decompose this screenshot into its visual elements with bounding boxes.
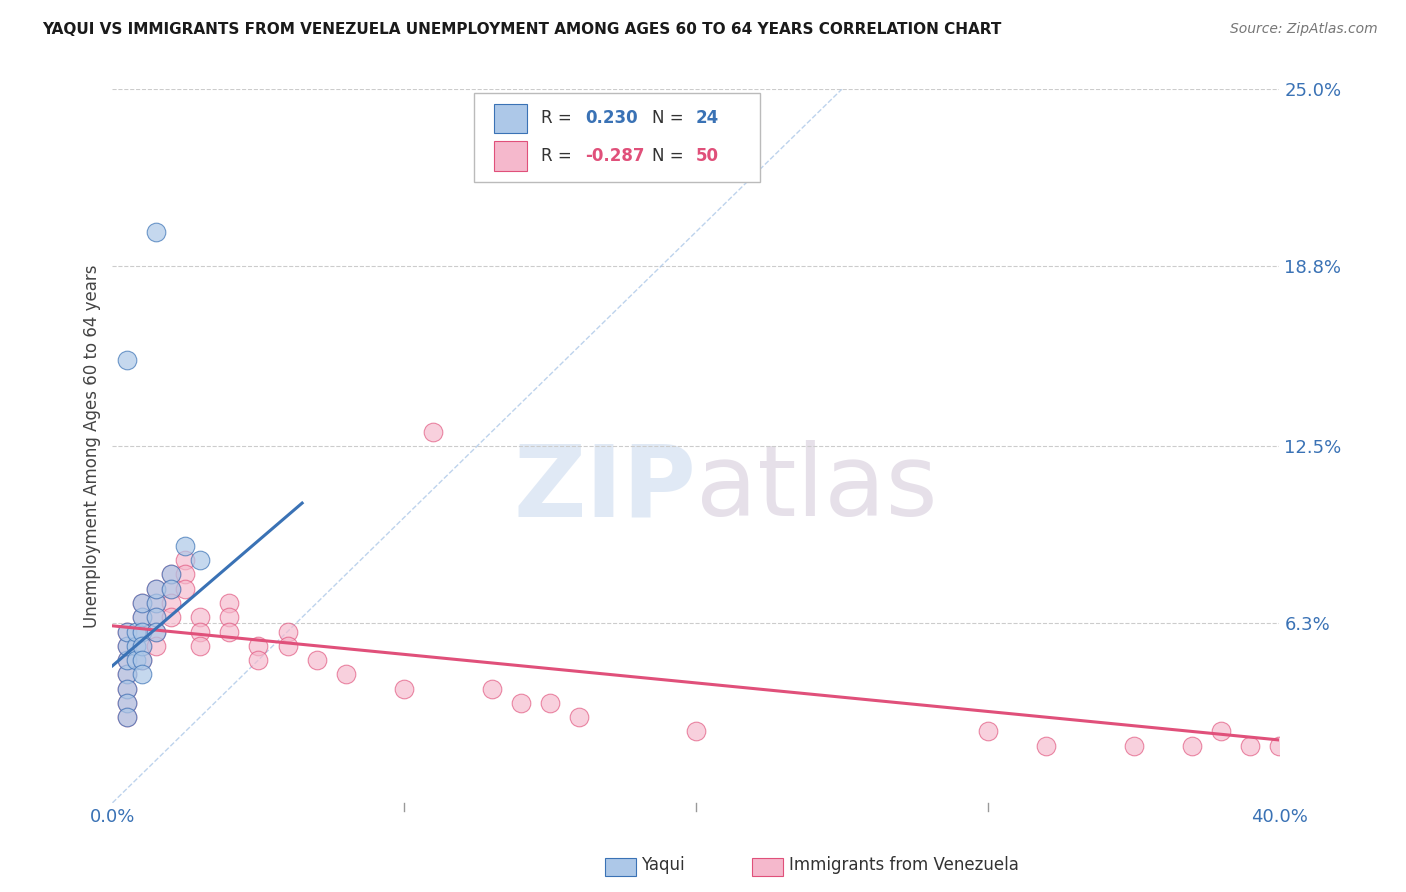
Point xyxy=(131,596,153,610)
Point xyxy=(1122,739,1144,753)
Point xyxy=(115,710,138,724)
Point xyxy=(131,667,153,681)
Point xyxy=(131,610,153,624)
Point xyxy=(131,653,153,667)
Point xyxy=(160,567,183,582)
Point xyxy=(568,710,591,724)
Text: Immigrants from Venezuela: Immigrants from Venezuela xyxy=(789,856,1018,874)
Point xyxy=(218,624,240,639)
Text: R =: R = xyxy=(541,147,576,165)
Point xyxy=(685,724,707,739)
Text: N =: N = xyxy=(651,147,689,165)
Point xyxy=(125,639,148,653)
Point xyxy=(188,553,211,567)
Point xyxy=(145,610,167,624)
Text: ZIP: ZIP xyxy=(513,441,696,537)
Point xyxy=(392,681,416,696)
Point xyxy=(160,610,183,624)
Point xyxy=(115,681,138,696)
Point xyxy=(145,582,167,596)
Point xyxy=(115,653,138,667)
Point xyxy=(1181,739,1204,753)
Point xyxy=(145,582,167,596)
Text: Source: ZipAtlas.com: Source: ZipAtlas.com xyxy=(1230,22,1378,37)
Point xyxy=(115,667,138,681)
Point xyxy=(1209,724,1232,739)
Point xyxy=(1268,739,1291,753)
Point xyxy=(976,724,998,739)
Point xyxy=(174,567,197,582)
Point xyxy=(115,624,138,639)
Point xyxy=(131,624,153,639)
Point xyxy=(509,696,531,710)
Point xyxy=(218,596,240,610)
Point xyxy=(247,639,270,653)
Point xyxy=(174,582,197,596)
Point xyxy=(160,582,183,596)
Text: 50: 50 xyxy=(696,147,718,165)
Text: YAQUI VS IMMIGRANTS FROM VENEZUELA UNEMPLOYMENT AMONG AGES 60 TO 64 YEARS CORREL: YAQUI VS IMMIGRANTS FROM VENEZUELA UNEMP… xyxy=(42,22,1001,37)
Point xyxy=(145,639,167,653)
Point xyxy=(145,610,167,624)
Point xyxy=(145,596,167,610)
Point xyxy=(145,624,167,639)
Point xyxy=(115,639,138,653)
Point xyxy=(422,425,444,439)
Point xyxy=(131,653,153,667)
Text: R =: R = xyxy=(541,110,576,128)
Point xyxy=(160,582,183,596)
Point xyxy=(538,696,561,710)
Point xyxy=(481,681,503,696)
Point xyxy=(115,353,138,368)
Text: 24: 24 xyxy=(696,110,720,128)
Point xyxy=(1035,739,1057,753)
Bar xyxy=(494,141,527,171)
Text: 0.230: 0.230 xyxy=(585,110,638,128)
Text: atlas: atlas xyxy=(696,441,938,537)
Point xyxy=(115,624,138,639)
Point xyxy=(188,639,211,653)
Point xyxy=(131,610,153,624)
Point xyxy=(188,610,211,624)
Text: Yaqui: Yaqui xyxy=(641,856,685,874)
Point xyxy=(125,624,148,639)
Point xyxy=(145,624,167,639)
Text: N =: N = xyxy=(651,110,689,128)
Point xyxy=(305,653,328,667)
Point xyxy=(115,653,138,667)
Point xyxy=(115,710,138,724)
Point xyxy=(131,596,153,610)
Point xyxy=(131,624,153,639)
Point xyxy=(174,553,197,567)
Point xyxy=(174,539,197,553)
Point xyxy=(276,639,298,653)
Point xyxy=(247,653,270,667)
Point xyxy=(125,653,148,667)
Point xyxy=(160,596,183,610)
Point xyxy=(145,596,167,610)
Y-axis label: Unemployment Among Ages 60 to 64 years: Unemployment Among Ages 60 to 64 years xyxy=(83,264,101,628)
FancyBboxPatch shape xyxy=(474,93,761,182)
Point xyxy=(115,696,138,710)
Point xyxy=(115,696,138,710)
Point xyxy=(131,639,153,653)
Bar xyxy=(494,103,527,134)
Point xyxy=(145,225,167,239)
Point xyxy=(188,624,211,639)
Point xyxy=(115,639,138,653)
Point xyxy=(1239,739,1261,753)
Point xyxy=(218,610,240,624)
Point xyxy=(276,624,298,639)
Text: -0.287: -0.287 xyxy=(585,147,644,165)
Point xyxy=(115,667,138,681)
Point xyxy=(335,667,357,681)
Point xyxy=(131,639,153,653)
Point xyxy=(160,567,183,582)
Point xyxy=(115,681,138,696)
